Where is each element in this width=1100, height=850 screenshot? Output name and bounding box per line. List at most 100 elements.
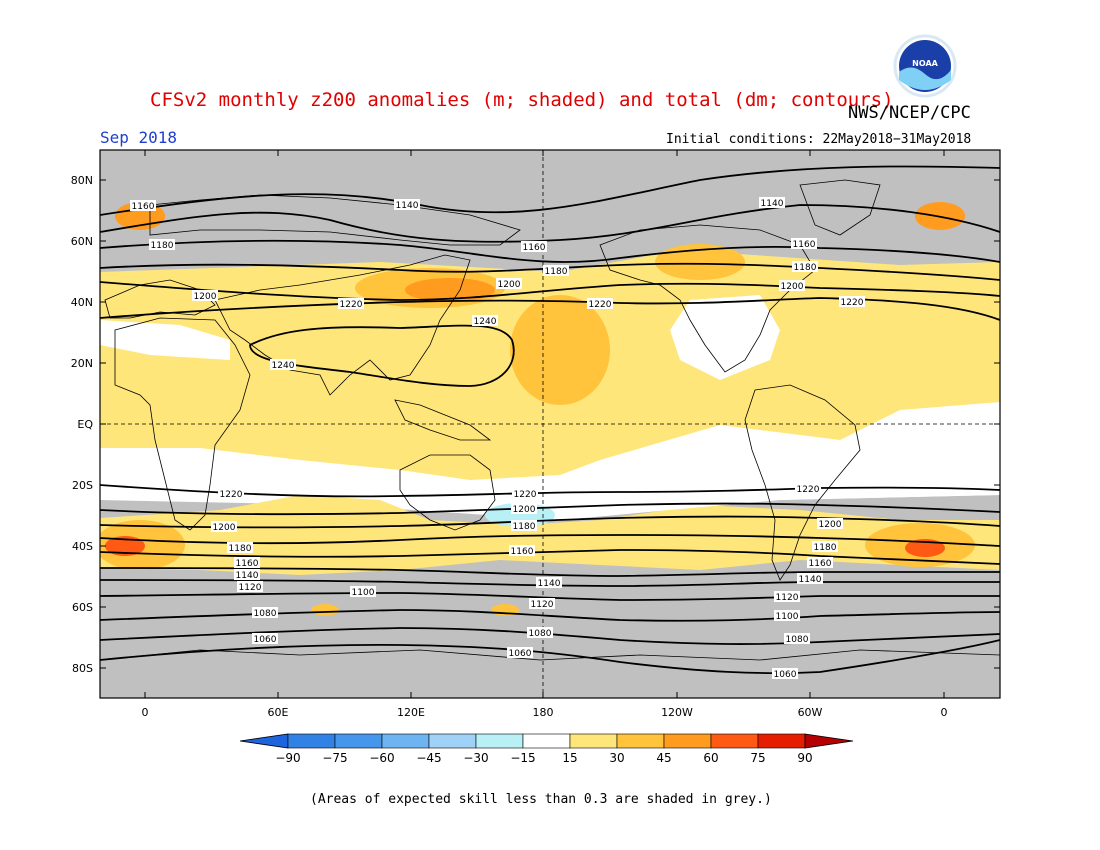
contour-label-text: 1140 [761,199,784,209]
colorbar-segment [287,733,336,749]
height-contour-line [100,515,1000,529]
colorbar-label: −30 [463,751,488,765]
contour-label-text: 1200 [194,292,217,302]
height-contour-line [100,502,1000,516]
contour-label-bg [817,518,843,529]
contour-label-bg [772,668,798,679]
lat-tick-label: 20S [72,479,93,492]
contour-label: 1140 [394,199,420,211]
lon-tick-label: 0 [941,706,948,719]
contour-label: 1240 [270,359,296,371]
contour-label-text: 1180 [513,522,536,532]
contour-label-bg [507,647,533,658]
noaa-logo-text: NOAA [912,59,938,68]
contour-label: 1060 [772,668,798,680]
coastline-antarctica [100,649,1000,661]
contour-label-bg [779,280,805,291]
contour-label-text: 1200 [213,523,236,533]
contour-label-text: 1060 [774,670,797,680]
colorbar-label: −60 [369,751,394,765]
contour-label: 1080 [527,627,553,639]
contour-label-text: 1120 [239,583,262,593]
height-contours: 1160 1140 1140 1180 1160 1160 1180 1180 1200 1200… [100,165,1000,680]
contour-label: 1200 [817,518,843,530]
contour-label-text: 1220 [797,485,820,495]
contour-label: 1180 [149,239,175,251]
footnote-text: (Areas of expected skill less than 0.3 a… [310,792,772,807]
contour-label-text: 1160 [511,547,534,557]
contour-label-text: 1220 [841,298,864,308]
contour-label-bg [496,278,522,289]
contour-label-text: 1140 [799,575,822,585]
contour-label: 1200 [211,521,237,533]
colorbar-segment [334,733,383,749]
anomaly-red-north-pacific [405,278,495,302]
lat-tick-label: 40S [72,540,93,553]
contour-label-text: 1080 [529,629,552,639]
lon-tick-label: 60E [268,706,289,719]
colorbar-segment [710,733,759,749]
height-contour-line [100,239,1000,263]
contour-label: 1220 [218,488,244,500]
contour-label: 1120 [237,581,263,593]
contour-label: 1080 [784,633,810,645]
height-contour-line [100,281,1000,301]
contour-label: 1120 [774,591,800,603]
contour-label: 1200 [511,503,537,515]
height-contour-line [100,567,1000,577]
height-contour-line [100,627,1000,645]
colorbar-label: −75 [322,751,347,765]
height-contour-line [100,639,1000,675]
coastline-australia [399,454,496,531]
lon-tick-label: 0 [142,706,149,719]
initial-conditions-label: Initial conditions: 22May2018−31May2018 [666,132,972,147]
latitude-axis: 80N 60N 40N 20N EQ 20S 40S 60S 80S [71,174,1000,675]
contour-label-bg [543,265,569,276]
contour-label-bg [797,573,823,584]
colorbar-label: 30 [609,751,624,765]
anomaly-small-orange-indian [311,604,339,616]
agency-label: NWS/NCEP/CPC [848,103,971,123]
colorbar-segment [381,733,430,749]
colorbar-segment [522,733,571,749]
colorbar-label: 15 [562,751,577,765]
contour-label: 1100 [774,610,800,622]
contour-label-text: 1160 [793,240,816,250]
anomaly-orange-central-pacific [510,295,610,405]
lat-tick-label: 80N [71,174,93,187]
height-contour-line [100,262,1000,281]
contour-label: 1220 [587,298,613,310]
contour-label: 1160 [521,241,547,253]
contour-label-text: 1160 [809,559,832,569]
longitude-axis: 0 60E 120E 180 120W 60W 0 [142,150,948,719]
contour-label-text: 1240 [474,317,497,327]
height-contour-line [100,592,1000,601]
lon-tick-label: 180 [533,706,554,719]
contour-label-bg [759,197,785,208]
colorbar-label: −15 [510,751,535,765]
lat-tick-label: 60S [72,601,93,614]
height-contour-line [100,484,1000,498]
contour-label-bg [792,261,818,272]
contour-label: 1160 [234,557,260,569]
map-panel: 1160 1140 1140 1180 1160 1160 1180 1180 1200 1200… [71,149,1001,719]
contour-label-bg [791,238,817,249]
contour-label-bg [211,521,237,532]
contour-label-bg [130,200,156,211]
contour-label-bg [812,541,838,552]
colorbar-arrow-high [804,733,854,749]
contour-label-text: 1160 [236,559,259,569]
coastline-siberia [149,194,521,246]
lat-tick-label: 60N [71,235,93,248]
contour-label: 1200 [779,280,805,292]
contour-label-text: 1100 [776,612,799,622]
colorbar: −90 −75 −60 −45 −30 −15 15 30 45 60 75 90 [239,733,854,765]
contour-label-bg [511,520,537,531]
lat-tick-label: 40N [71,296,93,309]
low-skill-shading-north [100,150,1000,272]
contour-label-text: 1220 [514,490,537,500]
contour-label: 1160 [130,200,156,212]
contour-label-bg [527,627,553,638]
colorbar-segment [428,733,477,749]
